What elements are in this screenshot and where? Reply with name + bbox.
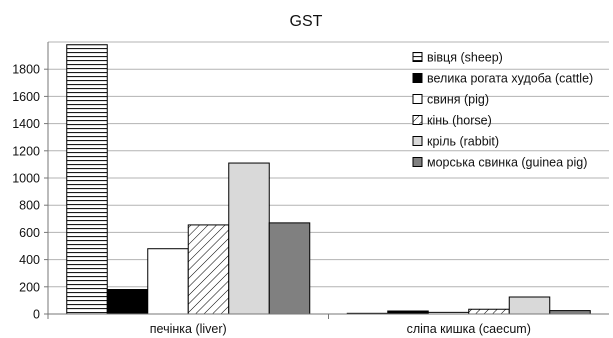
legend-label: свиня (pig) [427,93,489,107]
y-tick-label: 800 [19,199,40,213]
y-tick-label: 1600 [12,90,40,104]
legend-swatch [412,115,423,125]
bar [147,248,189,315]
bar [228,162,270,315]
x-tick-label: печінка (liver) [150,322,227,336]
bar [187,224,230,315]
bar [468,308,510,315]
legend-label: вівця (sheep) [427,51,503,65]
legend-swatch [412,136,423,146]
gridlines [48,41,609,288]
legend-swatch [412,73,423,83]
legend-label: кінь (horse) [427,114,492,128]
bar [106,289,149,315]
x-tick-label: сліпа кишка (caecum) [407,322,531,336]
axes: 0 200 400 600 800 1000 1200 1400 1600 1800 печінка… [12,42,609,336]
y-tick-label: 1200 [12,144,40,158]
legend-label: кріль (rabbit) [427,135,499,149]
y-tick-label: 400 [19,253,40,267]
bar [549,310,591,315]
chart-title: GST [290,13,323,30]
y-tick-label: 1400 [12,117,40,131]
legend-label: велика рогата худоба (cattle) [427,72,593,86]
y-tick-label: 1000 [12,172,40,186]
y-tick-label: 0 [33,308,40,322]
legend: вівця (sheep) велика рогата худоба (cattl… [412,51,593,170]
bar [268,222,311,315]
y-tick-label: 600 [19,226,40,240]
legend-label: морська свинка (guinea pig) [427,156,587,170]
legend-swatch [412,52,423,62]
legend-swatch [412,157,423,167]
bar [508,296,551,315]
y-tick-label: 1800 [12,63,40,77]
legend-swatch [412,94,423,104]
bar [66,44,108,315]
y-tick-label: 200 [19,280,40,294]
